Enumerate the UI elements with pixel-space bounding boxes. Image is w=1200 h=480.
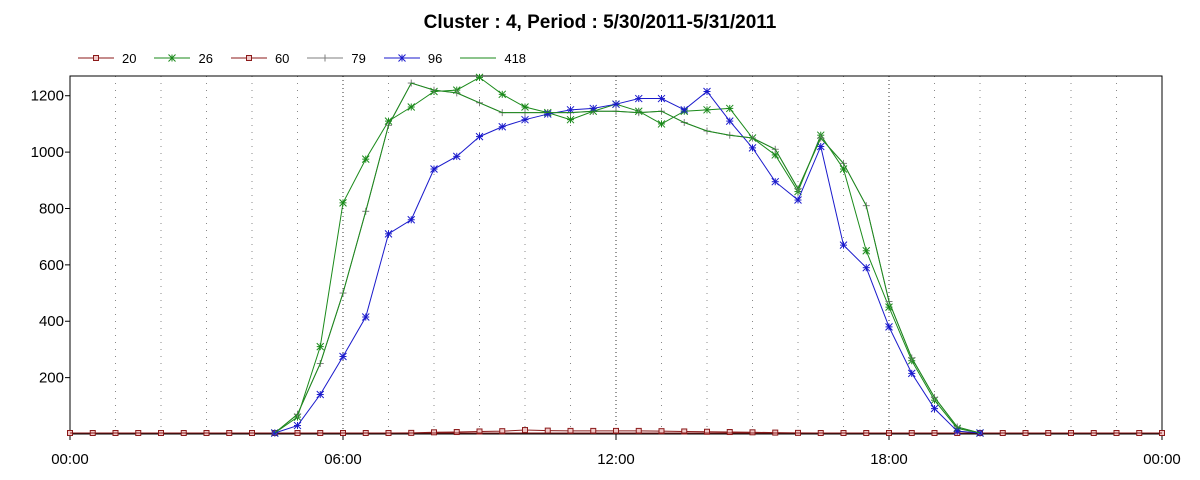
x-tick-label: 06:00 bbox=[324, 451, 362, 468]
data-point bbox=[452, 152, 461, 161]
data-point bbox=[498, 122, 507, 131]
legend-swatch bbox=[307, 54, 344, 62]
data-point bbox=[407, 103, 416, 111]
legend-marker bbox=[168, 54, 177, 62]
series-line bbox=[274, 76, 981, 434]
data-point bbox=[681, 428, 688, 435]
data-point bbox=[521, 115, 529, 124]
legend-label: 20 bbox=[122, 50, 137, 66]
data-point bbox=[885, 323, 893, 331]
data-point bbox=[544, 427, 551, 434]
series-26 bbox=[270, 73, 984, 437]
data-point bbox=[634, 94, 643, 103]
chart-title: Cluster : 4, Period : 5/30/2011-5/31/201… bbox=[423, 12, 777, 33]
legend-swatch bbox=[230, 55, 267, 61]
data-point bbox=[521, 103, 529, 111]
data-point bbox=[794, 196, 802, 204]
x-tick-label: 00:00 bbox=[1143, 451, 1181, 468]
data-point bbox=[703, 105, 711, 114]
data-point bbox=[862, 246, 871, 255]
data-point bbox=[749, 429, 756, 436]
data-point bbox=[316, 342, 325, 351]
data-point bbox=[407, 215, 416, 224]
data-point bbox=[907, 369, 916, 378]
legend: 20 26 60 79 96 418 bbox=[78, 48, 544, 68]
series-line bbox=[274, 82, 981, 434]
data-point bbox=[384, 230, 393, 238]
legend-item-20: 20 bbox=[78, 51, 136, 66]
data-point bbox=[498, 90, 507, 99]
legend-swatch bbox=[460, 57, 497, 59]
x-tick-label: 18:00 bbox=[870, 451, 908, 468]
series-79 bbox=[271, 79, 984, 437]
legend-marker bbox=[245, 55, 252, 61]
series-line bbox=[274, 82, 981, 434]
data-point bbox=[543, 110, 552, 118]
data-point bbox=[771, 177, 780, 186]
data-point bbox=[476, 428, 483, 435]
y-tick-label: 1200 bbox=[31, 88, 64, 105]
data-point bbox=[566, 115, 575, 124]
y-tick-label: 800 bbox=[39, 200, 64, 217]
data-point bbox=[475, 132, 484, 141]
legend-label: 60 bbox=[274, 50, 290, 66]
series-line bbox=[274, 90, 981, 434]
data-point bbox=[499, 428, 506, 435]
legend-label: 26 bbox=[198, 50, 213, 66]
data-point bbox=[725, 117, 734, 125]
data-point bbox=[725, 104, 734, 113]
y-tick-label: 200 bbox=[39, 370, 64, 387]
series-418 bbox=[274, 82, 981, 434]
data-point bbox=[862, 263, 871, 272]
legend-label: 96 bbox=[427, 50, 443, 66]
data-point bbox=[522, 427, 528, 434]
data-point bbox=[475, 73, 484, 82]
data-point bbox=[748, 144, 757, 152]
data-point bbox=[361, 155, 370, 164]
data-point bbox=[704, 428, 710, 435]
legend-label: 79 bbox=[351, 50, 366, 66]
legend-swatch bbox=[383, 54, 420, 62]
y-tick-label: 600 bbox=[39, 257, 64, 274]
data-point bbox=[726, 429, 733, 436]
data-point bbox=[430, 165, 438, 173]
x-tick-label: 12:00 bbox=[597, 451, 635, 468]
data-point bbox=[293, 421, 302, 430]
data-point bbox=[453, 429, 460, 436]
data-point bbox=[657, 94, 666, 103]
y-tick-label: 1000 bbox=[31, 144, 64, 161]
legend-swatch bbox=[78, 55, 114, 61]
legend-item-60: 60 bbox=[230, 50, 290, 66]
data-point bbox=[930, 404, 939, 413]
legend-item-96: 96 bbox=[383, 50, 443, 66]
legend-item-418: 418 bbox=[460, 51, 526, 66]
data-point bbox=[839, 241, 848, 249]
data-point bbox=[339, 198, 347, 207]
legend-swatch bbox=[154, 54, 191, 62]
y-tick-label: 400 bbox=[39, 313, 64, 330]
data-point bbox=[953, 427, 962, 436]
data-point bbox=[680, 105, 689, 114]
legend-label: 418 bbox=[504, 50, 527, 66]
legend-item-26: 26 bbox=[154, 50, 213, 66]
legend-item-79: 79 bbox=[307, 50, 366, 66]
data-point bbox=[431, 429, 437, 436]
legend-marker bbox=[398, 54, 406, 62]
data-point bbox=[703, 87, 711, 96]
legend-marker bbox=[321, 54, 329, 62]
data-point bbox=[316, 390, 325, 399]
x-tick-label: 00:00 bbox=[51, 451, 89, 468]
data-point bbox=[658, 428, 665, 435]
data-point bbox=[612, 100, 620, 109]
series-96 bbox=[270, 87, 984, 437]
data-point bbox=[339, 352, 347, 361]
data-point bbox=[657, 120, 666, 128]
legend-marker bbox=[93, 55, 99, 61]
data-point bbox=[361, 313, 370, 321]
